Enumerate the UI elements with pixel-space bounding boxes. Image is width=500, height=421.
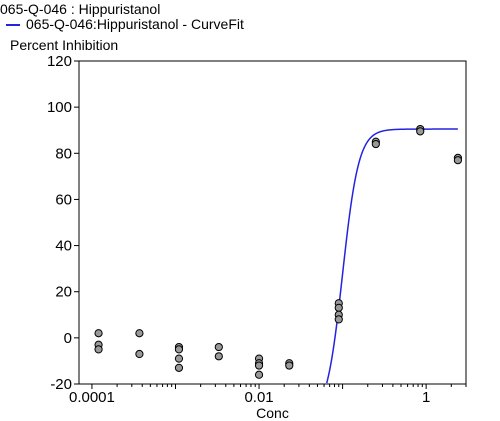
fit-curve-line <box>326 128 458 384</box>
data-point <box>334 303 343 312</box>
data-point <box>416 127 425 136</box>
y-axis: -20 0 20 40 60 80 100 120 <box>47 53 79 393</box>
data-points <box>94 124 463 379</box>
y-tick-label: 40 <box>55 238 72 255</box>
y-tick-label: 100 <box>47 99 72 116</box>
data-point <box>254 370 264 379</box>
y-tick-label: 60 <box>55 191 72 208</box>
data-point <box>174 345 184 354</box>
x-tick-label: 0.01 <box>244 389 273 406</box>
y-tick-label: 80 <box>55 145 72 162</box>
legend-line-swatch <box>6 23 20 26</box>
plot-frame <box>78 60 467 385</box>
y-axis-label: Percent Inhibition <box>10 37 119 53</box>
y-tick-label: -20 <box>50 376 72 393</box>
data-point <box>453 156 463 165</box>
data-point <box>135 349 144 359</box>
x-axis: 0.0001 0.01 1 <box>69 384 467 406</box>
data-point <box>214 342 223 352</box>
x-tick-label: 1 <box>422 389 430 406</box>
legend-label: 065-Q-046:Hippuristanol - CurveFit <box>26 16 244 32</box>
data-point <box>371 139 380 149</box>
chart-title: 065-Q-046 : Hippuristanol <box>0 1 161 17</box>
data-point <box>94 329 103 338</box>
legend: 065-Q-046:Hippuristanol - CurveFit <box>6 17 244 32</box>
data-point <box>174 354 184 363</box>
data-point <box>135 329 144 338</box>
y-tick-label: 0 <box>64 330 72 347</box>
x-tick-label: 0.0001 <box>69 389 115 406</box>
data-point <box>214 352 223 361</box>
data-point <box>285 361 294 370</box>
data-point <box>94 345 103 354</box>
data-point <box>254 361 264 370</box>
y-tick-label: 120 <box>47 53 72 70</box>
data-point <box>174 363 184 372</box>
x-axis-label: Conc <box>256 405 289 421</box>
y-tick-label: 20 <box>55 284 72 301</box>
data-point <box>334 315 343 324</box>
